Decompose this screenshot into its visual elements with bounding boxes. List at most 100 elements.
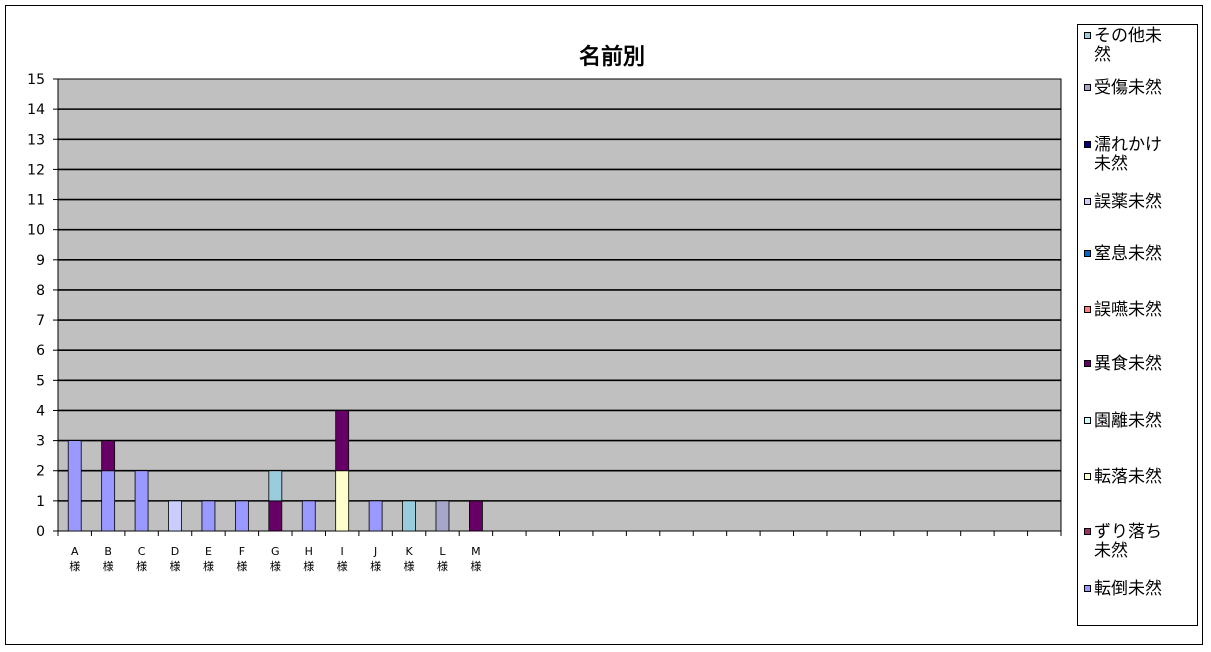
x-tick-label-suffix: 様	[170, 559, 181, 573]
legend-label: 誤薬未然	[1094, 192, 1162, 212]
bar-segment	[301, 500, 316, 532]
bar-segment	[234, 500, 249, 532]
y-tick-label: 4	[36, 403, 45, 419]
legend-item: 誤嚥未然	[1084, 301, 1196, 320]
y-tick-label: 5	[36, 373, 45, 389]
bar-segment	[268, 470, 283, 502]
y-tick-label: 12	[27, 162, 45, 178]
x-tick-label-suffix: 様	[437, 559, 448, 573]
legend-swatch	[1084, 360, 1091, 367]
x-tick-label-suffix: 様	[103, 559, 114, 573]
plot-area	[57, 78, 1062, 532]
legend-swatch	[1084, 306, 1091, 313]
x-tick-label: F	[239, 545, 245, 558]
x-tick-label: J	[373, 545, 377, 558]
x-tick-label-suffix: 様	[203, 559, 214, 573]
legend-label: 異食未然	[1094, 354, 1162, 374]
legend-item: 誤薬未然	[1084, 193, 1196, 212]
bar-segment	[268, 500, 283, 532]
y-tick-label: 6	[36, 343, 45, 359]
x-tick-label-suffix: 様	[337, 559, 348, 573]
bar-segment	[435, 500, 450, 532]
gridlines	[58, 108, 1061, 502]
legend-item: 濡れかけ 未然	[1084, 136, 1196, 174]
bar-segment	[335, 410, 350, 472]
bar-segment	[101, 470, 116, 532]
y-tick-label: 10	[27, 223, 45, 239]
y-tick-label: 3	[36, 434, 45, 450]
x-tick-label-suffix: 様	[236, 559, 247, 573]
y-tick-label: 1	[36, 494, 45, 510]
legend-label: その他未	[1094, 26, 1162, 46]
x-tick-label: E	[205, 545, 212, 558]
legend-item: 園離未然	[1084, 412, 1196, 431]
legend-label: 窒息未然	[1094, 244, 1162, 264]
legend-swatch	[1084, 417, 1091, 424]
x-tick-label-suffix: 様	[69, 559, 80, 573]
bar-segment	[335, 470, 350, 532]
bar-segment	[67, 440, 82, 532]
x-tick-label: I	[341, 545, 344, 558]
legend-item: その他未然	[1084, 27, 1196, 65]
y-tick-label: 14	[27, 102, 45, 118]
bars	[67, 410, 483, 532]
x-tick-label-suffix: 様	[404, 559, 415, 573]
y-tick-label: 11	[27, 193, 45, 209]
bar-segment	[134, 470, 149, 532]
legend-swatch	[1084, 473, 1091, 480]
legend-swatch	[1084, 84, 1091, 91]
legend-item: 受傷未然	[1084, 79, 1196, 98]
legend-swatch	[1084, 585, 1091, 592]
bar-segment	[368, 500, 383, 532]
legend-swatch	[1084, 528, 1091, 535]
x-tick-label-suffix: 様	[370, 559, 381, 573]
legend-label: 転落未然	[1094, 467, 1162, 487]
y-tick-label: 15	[27, 72, 45, 88]
legend-label: 園離未然	[1094, 411, 1162, 431]
x-tick-label-suffix: 様	[136, 559, 147, 573]
x-tick-label-suffix: 様	[470, 559, 481, 573]
legend-label: 転倒未然	[1094, 579, 1162, 599]
y-tick-label: 13	[27, 132, 45, 148]
legend-swatch	[1084, 141, 1091, 148]
legend-label: 誤嚥未然	[1094, 300, 1162, 320]
legend-label: 受傷未然	[1094, 78, 1162, 98]
legend-label: 未然	[1094, 541, 1128, 561]
legend-label: 未然	[1094, 154, 1128, 174]
y-tick-label: 7	[36, 313, 45, 329]
bar-segment	[101, 440, 116, 472]
legend-label: 濡れかけ	[1094, 135, 1162, 155]
legend-item: 窒息未然	[1084, 245, 1196, 264]
x-axis-ticks	[57, 531, 1062, 536]
x-tick-label: L	[439, 545, 446, 558]
x-tick-label-suffix: 様	[270, 559, 281, 573]
chart-title: 名前別	[579, 44, 645, 70]
x-tick-label: M	[471, 545, 481, 558]
x-tick-label: H	[305, 545, 313, 558]
x-tick-label: C	[138, 545, 146, 558]
bar-segment	[402, 500, 416, 532]
x-tick-label: B	[104, 545, 112, 558]
legend-swatch	[1084, 32, 1091, 39]
y-tick-label: 2	[36, 464, 45, 480]
bar-segment	[168, 500, 182, 532]
y-tick-label: 0	[36, 524, 45, 540]
legend-swatch	[1084, 198, 1091, 205]
legend-item: 転落未然	[1084, 468, 1196, 487]
y-tick-label: 8	[36, 283, 45, 299]
legend-item: 転倒未然	[1084, 580, 1196, 599]
x-tick-label: K	[405, 545, 413, 558]
legend-swatch	[1084, 250, 1091, 257]
legend-label: 然	[1094, 45, 1111, 65]
legend: その他未然受傷未然 濡れかけ 未然 誤薬未然 窒息未然 誤嚥未然 異食未然 園離未然 転落未然ず…	[1077, 24, 1198, 626]
x-tick-label: D	[171, 545, 179, 558]
x-tick-label: A	[71, 545, 79, 558]
legend-item: ずり落ち 未然	[1084, 523, 1196, 561]
y-tick-label: 9	[36, 253, 45, 269]
bar-segment	[201, 500, 216, 532]
x-tick-label: G	[271, 545, 280, 558]
bar-segment	[469, 500, 483, 532]
